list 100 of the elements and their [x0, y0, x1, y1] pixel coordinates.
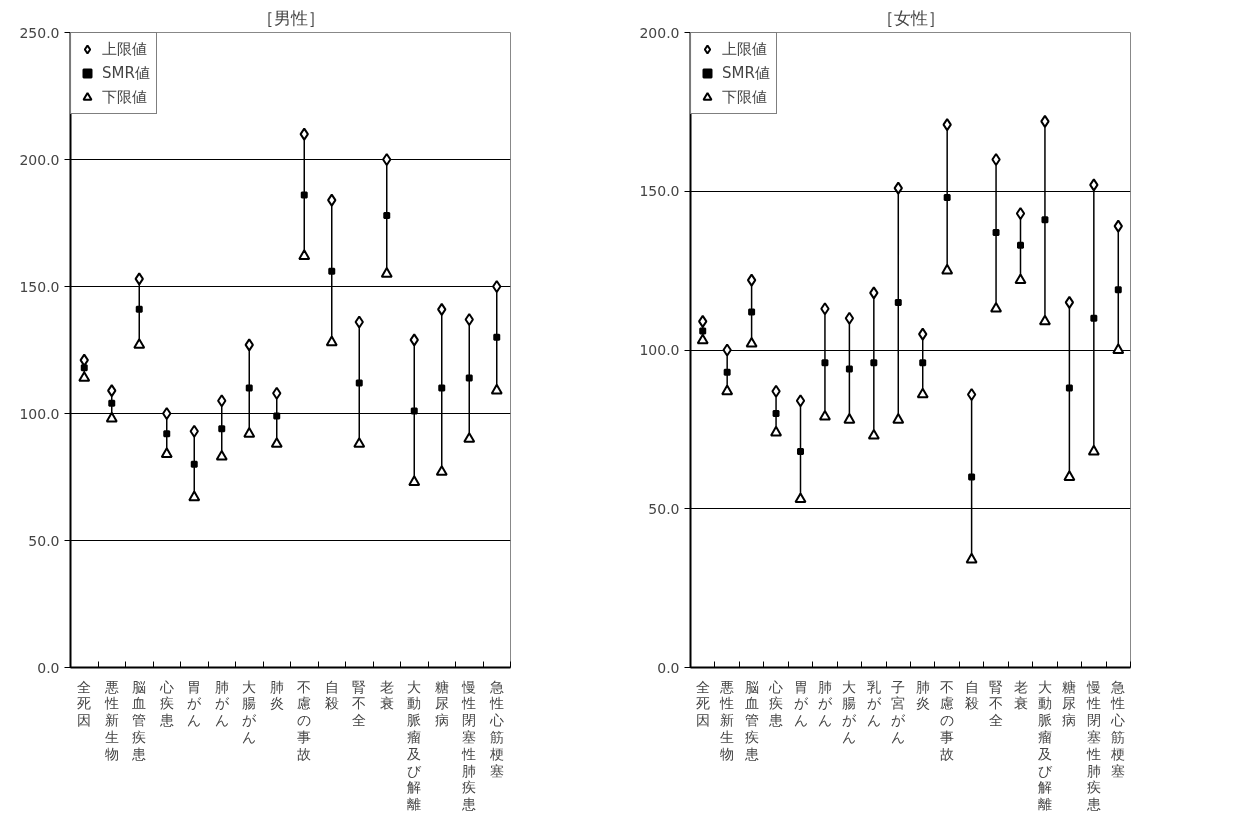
- point: [1112, 343, 1125, 354]
- x-tick-label: 全死因: [77, 678, 92, 729]
- x-tick-label: 大腸がん: [242, 678, 258, 745]
- point: [821, 359, 829, 367]
- x-tick-label: 全死因: [695, 678, 710, 729]
- point: [820, 302, 830, 316]
- point: [243, 427, 256, 438]
- point: [965, 552, 978, 564]
- legend-label: SMR値: [102, 63, 150, 83]
- point: [1014, 273, 1027, 285]
- point: [355, 379, 363, 387]
- y-tick-label: 100.0: [639, 342, 680, 358]
- x-tick-label: 大動脈瘤及び解離: [1037, 678, 1053, 813]
- point: [771, 384, 781, 398]
- point: [273, 412, 281, 420]
- point: [354, 315, 364, 329]
- legend-label: SMR値: [722, 63, 770, 83]
- y-tick-label: 150.0: [639, 183, 680, 200]
- x-tick-label: 子宮がん: [891, 678, 907, 745]
- point: [190, 460, 198, 468]
- point: [916, 387, 929, 399]
- point: [1040, 114, 1050, 128]
- legend-label: 上限値: [102, 39, 147, 59]
- x-tick-label: 腎不全: [352, 678, 367, 729]
- point: [353, 437, 366, 448]
- point: [991, 153, 1001, 166]
- point: [721, 384, 734, 396]
- point: [748, 308, 756, 316]
- point: [1041, 216, 1049, 224]
- point: [1090, 314, 1098, 322]
- point: [942, 118, 952, 132]
- y-tick-label: 200.0: [19, 151, 60, 168]
- point: [870, 359, 878, 367]
- y-tick-label: 200.0: [639, 24, 680, 41]
- x-tick-label: 悪性新生物: [103, 678, 119, 762]
- point: [325, 335, 338, 347]
- point: [990, 301, 1003, 313]
- point: [108, 399, 116, 407]
- point: [134, 272, 144, 286]
- y-tick-label: 100.0: [19, 405, 60, 422]
- point: [966, 387, 977, 401]
- point: [79, 353, 89, 367]
- y-tick-label: 50.0: [648, 500, 680, 517]
- point: [328, 267, 336, 275]
- point: [298, 249, 311, 260]
- point: [245, 384, 253, 392]
- point: [696, 333, 709, 345]
- point: [1087, 444, 1100, 456]
- x-tick-label: 心疾患: [768, 678, 784, 729]
- point: [1065, 384, 1073, 392]
- x-tick-label: 不慮の事故: [297, 678, 312, 762]
- point: [1038, 314, 1051, 326]
- x-tick-label: 肺がん: [817, 678, 833, 729]
- point: [80, 364, 88, 372]
- x-tick-label: 慢性閉塞性肺疾患: [1085, 678, 1101, 813]
- point: [794, 492, 807, 504]
- point: [746, 273, 757, 287]
- legend-label: 下限値: [102, 87, 147, 107]
- point: [772, 410, 780, 417]
- point: [795, 394, 806, 408]
- point: [189, 424, 199, 438]
- point: [493, 333, 501, 341]
- x-tick-label: 肺炎: [269, 678, 284, 712]
- x-tick-label: 糖尿病: [1062, 678, 1077, 729]
- point: [409, 333, 419, 347]
- point: [188, 490, 201, 502]
- x-tick-label: 不慮の事故: [940, 678, 955, 762]
- x-tick-label: 慢性閉塞性肺疾患: [461, 678, 477, 813]
- point: [992, 229, 1000, 237]
- x-tick-label: 胃がん: [187, 678, 203, 729]
- point: [465, 374, 473, 382]
- point: [463, 432, 476, 443]
- point: [894, 298, 902, 306]
- point: [919, 359, 927, 367]
- point: [382, 153, 392, 166]
- x-tick-label: 腎不全: [989, 678, 1004, 729]
- x-tick-label: 急性心筋梗塞: [1110, 678, 1126, 779]
- y-tick-label: 150.0: [19, 278, 60, 295]
- y-tick-label: 0.0: [657, 659, 680, 676]
- x-tick-label: 糖尿病: [434, 678, 449, 729]
- x-tick-label: 自殺: [324, 678, 339, 712]
- x-tick-label: 悪性新生物: [719, 678, 735, 762]
- point: [722, 343, 732, 357]
- point: [1017, 241, 1024, 249]
- x-tick-label: 胃がん: [793, 678, 809, 729]
- point: [217, 394, 227, 408]
- x-tick-label: 肺がん: [214, 678, 230, 729]
- point: [818, 409, 831, 421]
- point: [133, 338, 146, 349]
- point: [327, 193, 337, 207]
- point: [300, 191, 308, 199]
- point: [490, 383, 503, 395]
- point: [845, 365, 853, 373]
- point: [78, 371, 91, 382]
- point: [797, 448, 804, 456]
- x-tick-label: 大腸がん: [842, 678, 858, 745]
- point: [135, 305, 143, 313]
- point: [867, 428, 880, 440]
- point: [698, 314, 708, 328]
- point: [1113, 219, 1123, 233]
